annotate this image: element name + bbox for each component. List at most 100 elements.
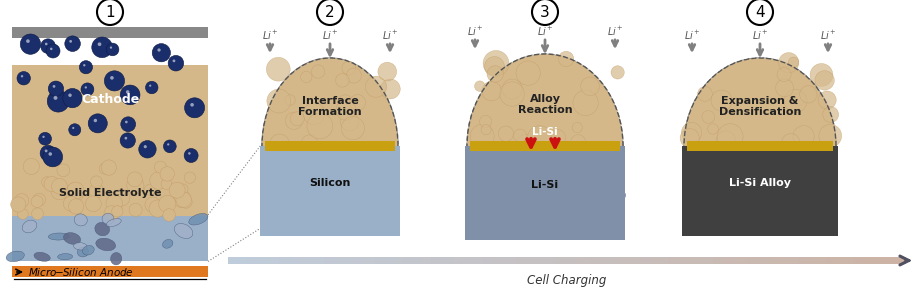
Circle shape — [793, 93, 805, 105]
Circle shape — [716, 131, 736, 150]
Circle shape — [98, 42, 101, 46]
Text: Expansion &
Densification: Expansion & Densification — [719, 96, 801, 117]
Circle shape — [48, 81, 64, 96]
Bar — [341, 257, 347, 264]
Bar — [233, 257, 240, 264]
Circle shape — [487, 66, 503, 82]
Circle shape — [149, 200, 166, 217]
Ellipse shape — [341, 145, 357, 157]
Ellipse shape — [22, 220, 37, 233]
Circle shape — [483, 51, 509, 76]
Ellipse shape — [353, 223, 365, 230]
Circle shape — [307, 113, 333, 139]
Ellipse shape — [600, 223, 612, 230]
Circle shape — [83, 64, 86, 66]
Bar — [606, 257, 612, 264]
Text: $\bf{\it{Micro\!\!-\!\!Silicon\ Anode}}$: $\bf{\it{Micro\!\!-\!\!Silicon\ Anode}}$ — [28, 266, 134, 278]
Circle shape — [124, 137, 127, 139]
Bar — [786, 257, 793, 264]
Circle shape — [145, 197, 160, 213]
Circle shape — [94, 119, 97, 122]
Circle shape — [285, 95, 295, 105]
Circle shape — [176, 192, 192, 207]
Circle shape — [159, 195, 176, 213]
Circle shape — [106, 195, 123, 211]
Ellipse shape — [290, 187, 301, 197]
Circle shape — [101, 160, 116, 175]
Circle shape — [573, 123, 583, 133]
Circle shape — [149, 85, 151, 87]
Circle shape — [516, 61, 540, 85]
Ellipse shape — [509, 227, 521, 239]
Circle shape — [46, 44, 60, 58]
Bar — [284, 257, 290, 264]
Circle shape — [810, 64, 833, 86]
Ellipse shape — [57, 254, 73, 260]
Ellipse shape — [321, 175, 338, 191]
Text: 2: 2 — [325, 4, 335, 20]
Bar — [687, 141, 833, 151]
Circle shape — [301, 71, 312, 83]
Bar — [403, 257, 409, 264]
Circle shape — [184, 98, 205, 118]
Circle shape — [349, 95, 365, 110]
Bar — [702, 257, 708, 264]
Bar — [826, 257, 833, 264]
Bar — [832, 257, 838, 264]
Text: 1: 1 — [105, 4, 115, 20]
Bar — [877, 257, 883, 264]
Circle shape — [41, 39, 55, 54]
Circle shape — [69, 40, 72, 43]
Bar — [538, 257, 544, 264]
Circle shape — [500, 82, 525, 106]
Circle shape — [50, 48, 53, 50]
Ellipse shape — [349, 158, 367, 169]
Circle shape — [190, 103, 194, 107]
Bar — [374, 257, 381, 264]
Ellipse shape — [74, 214, 88, 226]
Bar — [668, 257, 674, 264]
Bar — [318, 257, 325, 264]
Bar — [566, 257, 573, 264]
Circle shape — [104, 71, 124, 91]
Bar — [685, 257, 692, 264]
Circle shape — [481, 125, 491, 135]
Circle shape — [822, 107, 839, 123]
Circle shape — [184, 172, 195, 183]
Circle shape — [42, 147, 63, 167]
Ellipse shape — [467, 54, 623, 238]
Bar — [682, 146, 838, 236]
Circle shape — [163, 140, 176, 153]
Ellipse shape — [477, 197, 489, 210]
Bar — [369, 257, 375, 264]
Ellipse shape — [330, 212, 341, 224]
Bar — [674, 257, 680, 264]
Circle shape — [15, 194, 29, 208]
Bar — [521, 257, 527, 264]
Ellipse shape — [499, 170, 515, 184]
Bar — [493, 257, 500, 264]
Circle shape — [112, 206, 123, 217]
Circle shape — [711, 90, 732, 111]
Circle shape — [611, 66, 624, 79]
Bar — [425, 257, 431, 264]
Circle shape — [779, 53, 798, 73]
Bar — [810, 257, 815, 264]
Circle shape — [31, 208, 43, 220]
Text: Cathode: Cathode — [81, 93, 139, 106]
Bar — [645, 257, 652, 264]
Circle shape — [41, 145, 56, 161]
Bar — [397, 257, 404, 264]
Bar — [533, 257, 538, 264]
Text: Li$^+$: Li$^+$ — [262, 28, 278, 41]
Circle shape — [126, 90, 129, 94]
Bar — [651, 257, 657, 264]
Bar — [454, 257, 460, 264]
Bar — [499, 257, 505, 264]
Bar — [470, 257, 477, 264]
Circle shape — [53, 96, 57, 100]
Circle shape — [39, 132, 52, 145]
Circle shape — [20, 34, 41, 54]
Circle shape — [47, 90, 69, 112]
Bar — [854, 257, 860, 264]
